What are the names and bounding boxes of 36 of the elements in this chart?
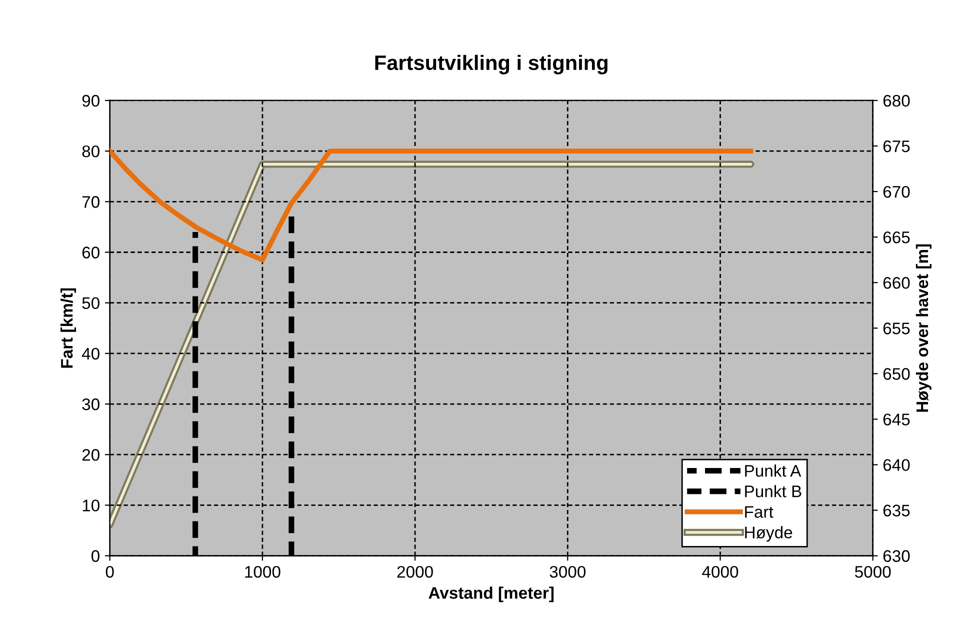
legend-label: Fart: [745, 506, 774, 518]
y-tick-label: 40: [82, 348, 100, 360]
chart-title: Fartsutvikling i stigning: [375, 54, 608, 74]
y-tick-label: 20: [82, 449, 100, 461]
y2-tick-label: 630: [883, 550, 910, 562]
y2-axis-title: Høyde over havet [m]: [916, 244, 932, 412]
y2-tick-label: 640: [883, 459, 910, 471]
y-tick-label: 60: [82, 246, 100, 258]
y2-tick-label: 655: [883, 322, 910, 334]
y2-tick-label: 660: [883, 277, 910, 289]
x-tick-label: 3000: [550, 566, 586, 578]
line-series: [110, 148, 754, 262]
x-axis-title: Avstand [meter]: [428, 586, 554, 602]
y-tick-label: 50: [82, 297, 100, 310]
y-tick-label: 70: [82, 196, 100, 208]
legend-label: Punkt B: [745, 485, 802, 498]
legend-label: Høyde: [745, 526, 792, 542]
x-tick-label: 4000: [702, 566, 738, 578]
y2-tick-label: 650: [883, 368, 910, 380]
y-tick-label: 10: [82, 500, 100, 512]
legend-label: Punkt A: [745, 464, 802, 477]
x-tick-label: 5000: [854, 566, 891, 578]
y-tick-label: 90: [82, 94, 100, 107]
y-axis-title: Fart [km/t]: [60, 288, 76, 368]
y-tick-label: 80: [82, 145, 100, 158]
x-tick-label: 1000: [245, 566, 280, 578]
y2-tick-label: 645: [883, 414, 910, 426]
y-tick-label: 0: [91, 550, 100, 562]
y2-tick-label: 670: [883, 186, 910, 198]
y2-tick-label: 675: [883, 140, 910, 152]
y2-tick-label: 680: [883, 94, 910, 107]
x-tick-label: 0: [106, 566, 114, 578]
y-tick-label: 30: [82, 398, 100, 410]
x-tick-label: 2000: [397, 566, 433, 578]
y2-tick-label: 635: [883, 504, 910, 516]
y2-tick-label: 665: [883, 231, 910, 244]
